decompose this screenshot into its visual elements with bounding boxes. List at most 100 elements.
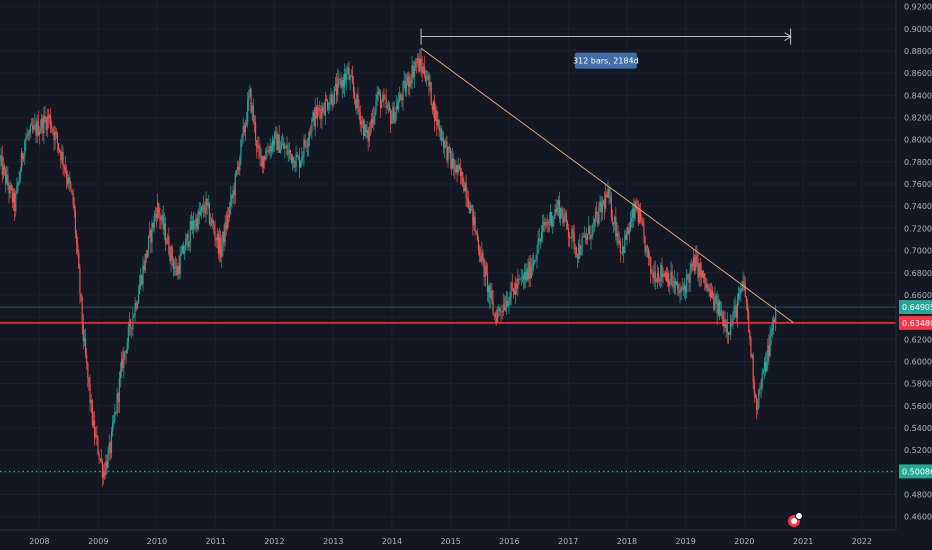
candle-body	[545, 225, 547, 227]
candle-body	[279, 148, 281, 153]
candle-body	[766, 361, 768, 372]
candle-body	[518, 278, 520, 280]
candle-body	[164, 223, 167, 244]
candle-body	[633, 208, 635, 219]
time-axis[interactable]: 2008 2009 2010 2011 2012 2013 2014 2015 2016 2017…	[29, 537, 872, 546]
candle-body	[306, 145, 308, 147]
candle-body	[739, 293, 741, 295]
candle-body	[319, 109, 321, 112]
candles	[0, 48, 777, 487]
candle-body	[538, 238, 540, 242]
candle-body	[415, 62, 418, 63]
candle-body	[68, 177, 70, 184]
candle-body	[292, 156, 294, 163]
candle-body	[21, 152, 24, 159]
candle-body	[379, 93, 382, 109]
candle-body	[549, 212, 552, 223]
candle-body	[773, 319, 776, 323]
candle-body	[419, 58, 421, 72]
candle-body	[768, 345, 770, 356]
candle-body	[93, 420, 96, 438]
candle-body	[376, 94, 378, 100]
candle-body	[123, 352, 125, 369]
candle-body	[151, 223, 153, 243]
candle-body	[456, 164, 458, 173]
candle-body	[3, 165, 6, 170]
candle-body	[686, 274, 688, 293]
measure-arrow-icon	[784, 32, 792, 41]
candle-body	[411, 65, 413, 84]
candle-body	[454, 168, 456, 173]
candle-body	[160, 219, 162, 221]
candle-body	[438, 119, 440, 131]
candle-body	[764, 361, 767, 372]
candle-body	[591, 224, 593, 238]
candle-body	[744, 283, 746, 297]
candle-body	[522, 276, 525, 280]
candle-body	[759, 387, 761, 390]
candle-body	[90, 400, 92, 404]
candle-body	[392, 106, 394, 120]
candle-body	[551, 212, 553, 227]
candle-body	[222, 231, 224, 246]
candle-body	[299, 161, 302, 168]
candle-body	[743, 281, 745, 284]
candle-body	[163, 223, 165, 230]
candle-body	[602, 200, 605, 204]
x-tick-label: 2008	[29, 537, 49, 546]
x-tick-label: 2014	[382, 537, 402, 546]
candle-body	[430, 82, 432, 105]
candle-body	[247, 100, 249, 123]
candle-body	[527, 268, 529, 280]
candle-body	[432, 101, 435, 110]
candle-body	[677, 281, 679, 290]
candle-body	[397, 101, 400, 110]
candle-body	[575, 247, 578, 255]
candle-body	[354, 92, 356, 100]
candle-body	[727, 332, 730, 335]
candle-body	[617, 232, 619, 244]
candle-body	[524, 271, 526, 280]
candle-body	[157, 203, 159, 218]
candle-body	[528, 261, 530, 280]
candle-body	[153, 215, 155, 228]
candle-body	[682, 288, 684, 290]
candle-body	[14, 192, 16, 212]
candle-body	[775, 309, 777, 323]
candle-body	[328, 108, 330, 110]
candle-body	[750, 339, 752, 357]
x-tick-label: 2009	[88, 537, 108, 546]
candle-body	[507, 300, 509, 307]
candle-body	[374, 111, 376, 117]
candle-body	[628, 230, 630, 234]
candle-body	[113, 420, 115, 423]
measure-label: 312 bars, 2184d	[573, 57, 639, 66]
x-tick-label: 2016	[499, 537, 519, 546]
candle-body	[348, 67, 350, 80]
candle-body	[129, 320, 132, 328]
chart-grid	[0, 0, 896, 530]
candle-body	[65, 171, 68, 179]
candle-body	[136, 303, 138, 309]
candle-body	[208, 203, 211, 224]
candle-body	[721, 311, 723, 313]
candle-body	[23, 156, 25, 159]
candle-body	[735, 305, 737, 318]
alert-icon[interactable]	[788, 512, 803, 528]
candle-body	[691, 263, 693, 267]
candle-body	[494, 314, 496, 317]
candle-body	[547, 222, 549, 224]
candle-body	[484, 266, 486, 278]
candle-body	[700, 270, 702, 277]
candle-body	[501, 311, 503, 313]
candle-body	[69, 177, 71, 185]
candle-body	[762, 370, 764, 373]
candle-body	[451, 158, 454, 169]
candle-body	[391, 119, 393, 124]
